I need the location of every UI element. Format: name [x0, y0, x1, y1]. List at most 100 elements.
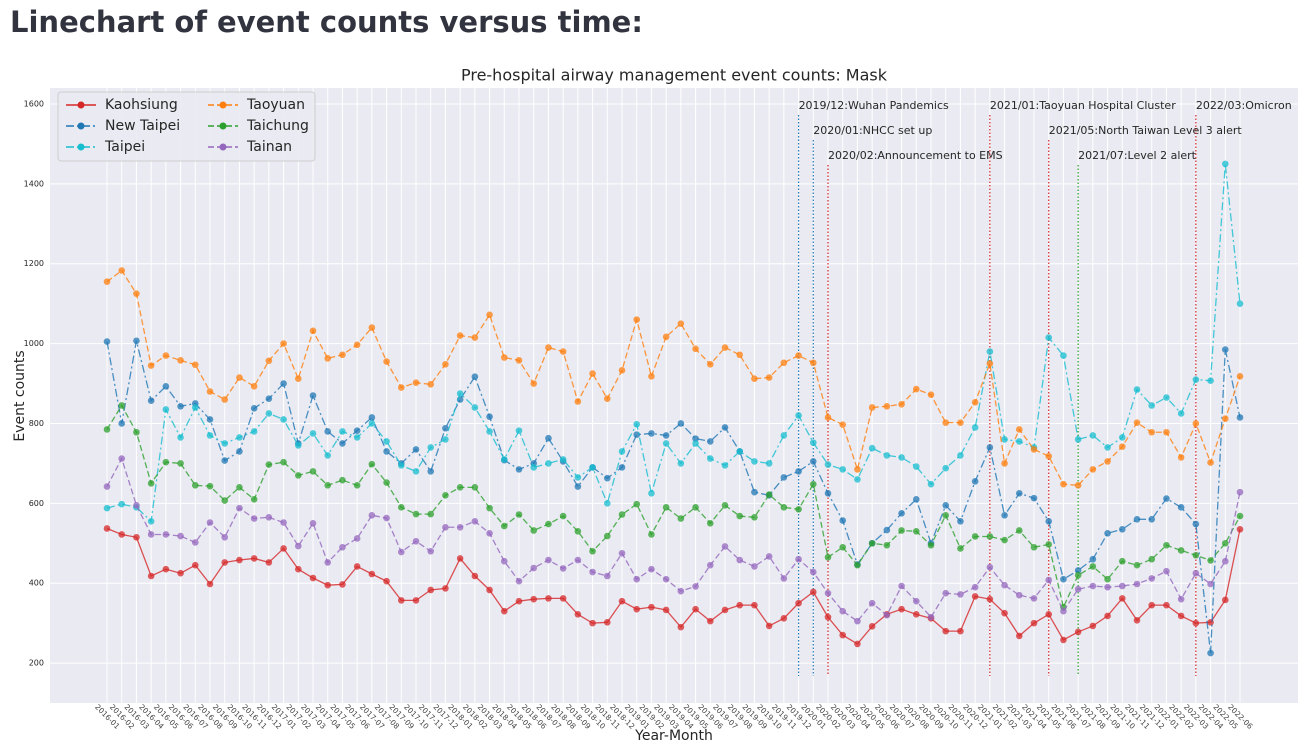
data-point: [603, 474, 611, 482]
data-point: [854, 561, 861, 569]
data-point: [324, 428, 332, 435]
data-point: [191, 361, 199, 369]
y-tick-label: 800: [29, 419, 44, 428]
data-point: [589, 547, 596, 555]
data-point: [206, 580, 214, 588]
data-point: [1045, 517, 1053, 525]
data-point: [780, 615, 788, 622]
data-point: [883, 452, 891, 459]
data-point: [236, 374, 243, 381]
data-point: [854, 640, 861, 648]
data-point: [824, 461, 832, 468]
data-point: [1192, 376, 1200, 383]
data-point: [957, 517, 964, 525]
data-point: [706, 455, 714, 462]
data-point: [1177, 504, 1185, 511]
data-point: [898, 527, 905, 534]
data-point: [339, 476, 346, 484]
data-point: [1015, 632, 1023, 640]
data-point: [1015, 591, 1023, 599]
legend-label: Kaohsiung: [105, 97, 178, 113]
data-point: [1133, 617, 1141, 624]
data-point: [677, 587, 685, 595]
data-point: [1133, 561, 1141, 569]
data-point: [471, 404, 479, 411]
data-point: [898, 454, 905, 461]
data-point: [1221, 557, 1229, 565]
data-point: [1074, 436, 1082, 443]
series-line: [106, 163, 1241, 523]
data-point: [221, 457, 229, 464]
data-point: [280, 519, 287, 526]
data-point: [456, 555, 464, 562]
event-label: 2020/02:Announcement to EMS: [828, 149, 1003, 162]
data-point: [250, 496, 258, 503]
data-point: [809, 439, 817, 446]
data-point: [721, 424, 729, 431]
data-point: [221, 497, 229, 504]
data-point: [1236, 414, 1244, 421]
data-point: [147, 531, 155, 538]
data-point: [1221, 415, 1229, 422]
data-point: [824, 553, 832, 561]
data-point: [294, 472, 302, 479]
data-point: [1045, 334, 1053, 341]
data-point: [912, 463, 920, 470]
data-point: [559, 512, 567, 520]
data-point: [177, 460, 184, 467]
data-point: [618, 549, 626, 557]
data-point: [986, 533, 994, 540]
data-point: [780, 504, 788, 511]
data-point: [721, 344, 729, 351]
data-point: [412, 446, 420, 453]
data-point: [971, 424, 979, 431]
data-point: [1236, 512, 1244, 520]
data-point: [324, 581, 332, 589]
data-point: [1148, 428, 1156, 436]
data-point: [971, 398, 979, 406]
data-point: [677, 460, 685, 467]
data-point: [795, 412, 802, 419]
legend: Kaohsiung New Taipei Taipei Taoyuan Taichung…: [57, 91, 316, 162]
data-point: [133, 533, 140, 541]
data-point: [1015, 490, 1023, 497]
data-point: [324, 355, 332, 362]
data-point: [1074, 571, 1082, 579]
y-tick-label: 1200: [24, 259, 44, 268]
data-point: [1236, 300, 1244, 307]
data-point: [162, 458, 170, 466]
data-point: [309, 430, 317, 437]
data-point: [898, 400, 905, 408]
data-point: [280, 416, 287, 423]
data-point: [147, 362, 155, 369]
data-point: [971, 593, 979, 600]
legend-marker: [77, 122, 85, 130]
legend-label: Taoyuan: [246, 97, 305, 113]
data-point: [795, 468, 802, 475]
data-point: [265, 395, 273, 402]
data-point: [383, 448, 390, 455]
data-point: [118, 500, 126, 508]
data-point: [809, 480, 817, 488]
data-point: [1133, 386, 1141, 393]
data-point: [765, 553, 773, 560]
data-point: [986, 595, 994, 603]
data-point: [265, 410, 273, 417]
data-point: [633, 431, 641, 438]
data-point: [383, 438, 390, 445]
series-line: [106, 340, 1241, 654]
data-point: [1118, 443, 1126, 450]
data-point: [500, 456, 508, 463]
data-point: [1074, 567, 1082, 574]
data-point: [427, 547, 435, 555]
data-point: [942, 464, 950, 472]
data-point: [927, 541, 935, 549]
data-point: [456, 523, 464, 531]
data-point: [677, 420, 685, 427]
data-point: [692, 605, 699, 613]
data-point: [515, 357, 523, 364]
data-point: [971, 478, 979, 485]
data-point: [530, 380, 538, 387]
data-point: [795, 599, 802, 607]
data-point: [147, 572, 155, 580]
